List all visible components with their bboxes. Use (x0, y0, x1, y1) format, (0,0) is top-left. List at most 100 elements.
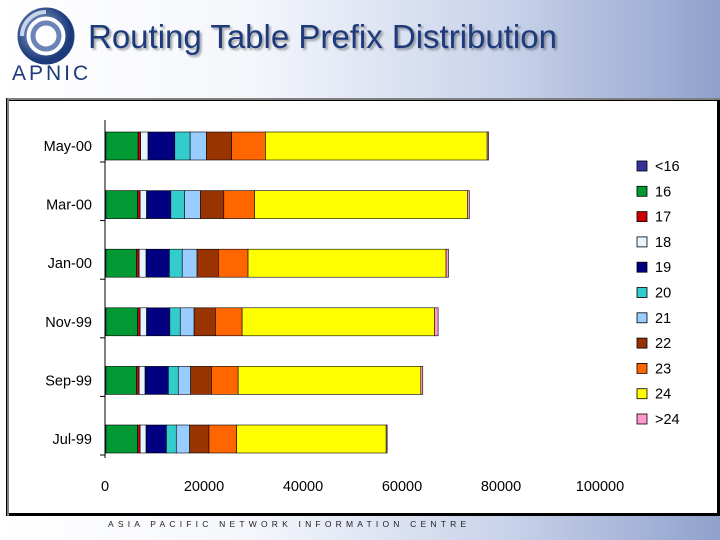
bar-segment (105, 424, 138, 454)
legend-swatch (636, 261, 648, 273)
bar-segment (179, 307, 195, 337)
legend-swatch (636, 413, 648, 425)
bar-segment (196, 248, 219, 278)
bar-segment (105, 366, 137, 395)
bar-segment (236, 424, 387, 454)
x-tick-label: 40000 (283, 479, 323, 495)
bar-segment (140, 131, 149, 161)
legend-label: 20 (655, 286, 671, 302)
bar-segment (169, 248, 183, 278)
legend-swatch (636, 337, 648, 349)
bar-segment (145, 424, 167, 454)
x-tick-label: 80000 (481, 479, 521, 495)
bar-segment (434, 307, 439, 337)
bar-segment (206, 131, 233, 161)
y-tick-label: Jan-00 (48, 256, 92, 272)
legend-label: 17 (655, 210, 671, 226)
bar-segment (166, 424, 177, 454)
bar-segment (137, 190, 141, 219)
bar-segment (218, 248, 249, 278)
apnic-logo (8, 6, 98, 92)
bar-segment (223, 190, 255, 219)
bar-segment (231, 131, 266, 161)
legend-swatch (636, 287, 648, 298)
bar-segment (136, 366, 140, 395)
bar-segment (181, 248, 198, 278)
bar-segment (144, 366, 169, 395)
y-tick-label: Sep-99 (45, 373, 92, 389)
bar-segment (237, 366, 422, 395)
bar-segment (105, 307, 138, 337)
bar-segment (177, 366, 191, 395)
bar-segment (147, 131, 176, 161)
legend-swatch (636, 185, 648, 197)
legend-swatch (636, 211, 648, 223)
bar-segment (184, 190, 201, 219)
bar-segment (193, 307, 216, 337)
legend-swatch (636, 160, 648, 172)
legend-label: <16 (655, 159, 680, 175)
legend-label: 22 (655, 336, 671, 352)
y-tick-label: Mar-00 (46, 198, 92, 214)
legend-label: 23 (655, 361, 671, 377)
chart-frame (7, 98, 720, 516)
bar-segment (146, 307, 171, 337)
bar-segment (175, 424, 190, 454)
bar-segment (139, 307, 147, 337)
x-tick-label: 100000 (576, 479, 624, 495)
bar-segment (467, 190, 470, 219)
logo-wordmark: APNIC (12, 62, 92, 85)
bar-segment (254, 190, 468, 219)
bar-segment (241, 307, 435, 337)
bar-segment (145, 248, 170, 278)
bar-segment (189, 131, 207, 161)
page-title: Routing Table Prefix Distribution (88, 18, 557, 55)
bar-segment (486, 131, 489, 161)
bar-segment (174, 131, 191, 161)
bar-segment (265, 131, 488, 161)
bar-segment (208, 424, 237, 454)
x-tick-label: 0 (101, 479, 109, 495)
bar-segment (211, 366, 239, 395)
bar-segment (136, 248, 140, 278)
bar-segment (169, 307, 181, 337)
legend-label: 21 (655, 311, 671, 327)
legend-swatch (636, 236, 648, 248)
bar-segment (137, 424, 141, 454)
x-tick-label: 20000 (184, 479, 224, 495)
legend-label: 24 (655, 387, 671, 403)
bar-segment (170, 190, 185, 219)
bar-segment (146, 190, 172, 219)
bar-segment (138, 366, 146, 395)
bar-segment (137, 131, 141, 161)
y-tick-label: Jul-99 (53, 432, 93, 448)
legend-label: 16 (655, 184, 671, 200)
y-tick-label: Nov-99 (45, 315, 92, 331)
bar-segment (190, 366, 212, 395)
legend-swatch (636, 388, 648, 400)
legend-swatch (636, 362, 648, 374)
bar-segment (138, 248, 147, 278)
legend-label: 19 (655, 260, 671, 276)
bar-segment (385, 424, 388, 454)
bar-segment (137, 307, 141, 337)
legend-label: >24 (655, 412, 680, 428)
bar-segment (189, 424, 210, 454)
bar-segment (247, 248, 447, 278)
bar-segment (105, 190, 138, 219)
bar-segment (139, 190, 147, 219)
legend-label: 18 (655, 235, 671, 251)
footer-text: ASIA PACIFIC NETWORK INFORMATION CENTRE (108, 519, 471, 529)
bar-segment (445, 248, 449, 278)
bar-segment (105, 248, 137, 278)
bar-segment (139, 424, 147, 454)
bar-segment (200, 190, 225, 219)
globe-logo-icon (17, 7, 75, 65)
bar-segment (420, 366, 424, 395)
bar-segment (168, 366, 179, 395)
y-tick-label: May-00 (44, 139, 92, 155)
bar-segment (105, 131, 139, 161)
bar-segment (215, 307, 243, 337)
x-tick-label: 60000 (382, 479, 422, 495)
legend-swatch (636, 312, 648, 324)
